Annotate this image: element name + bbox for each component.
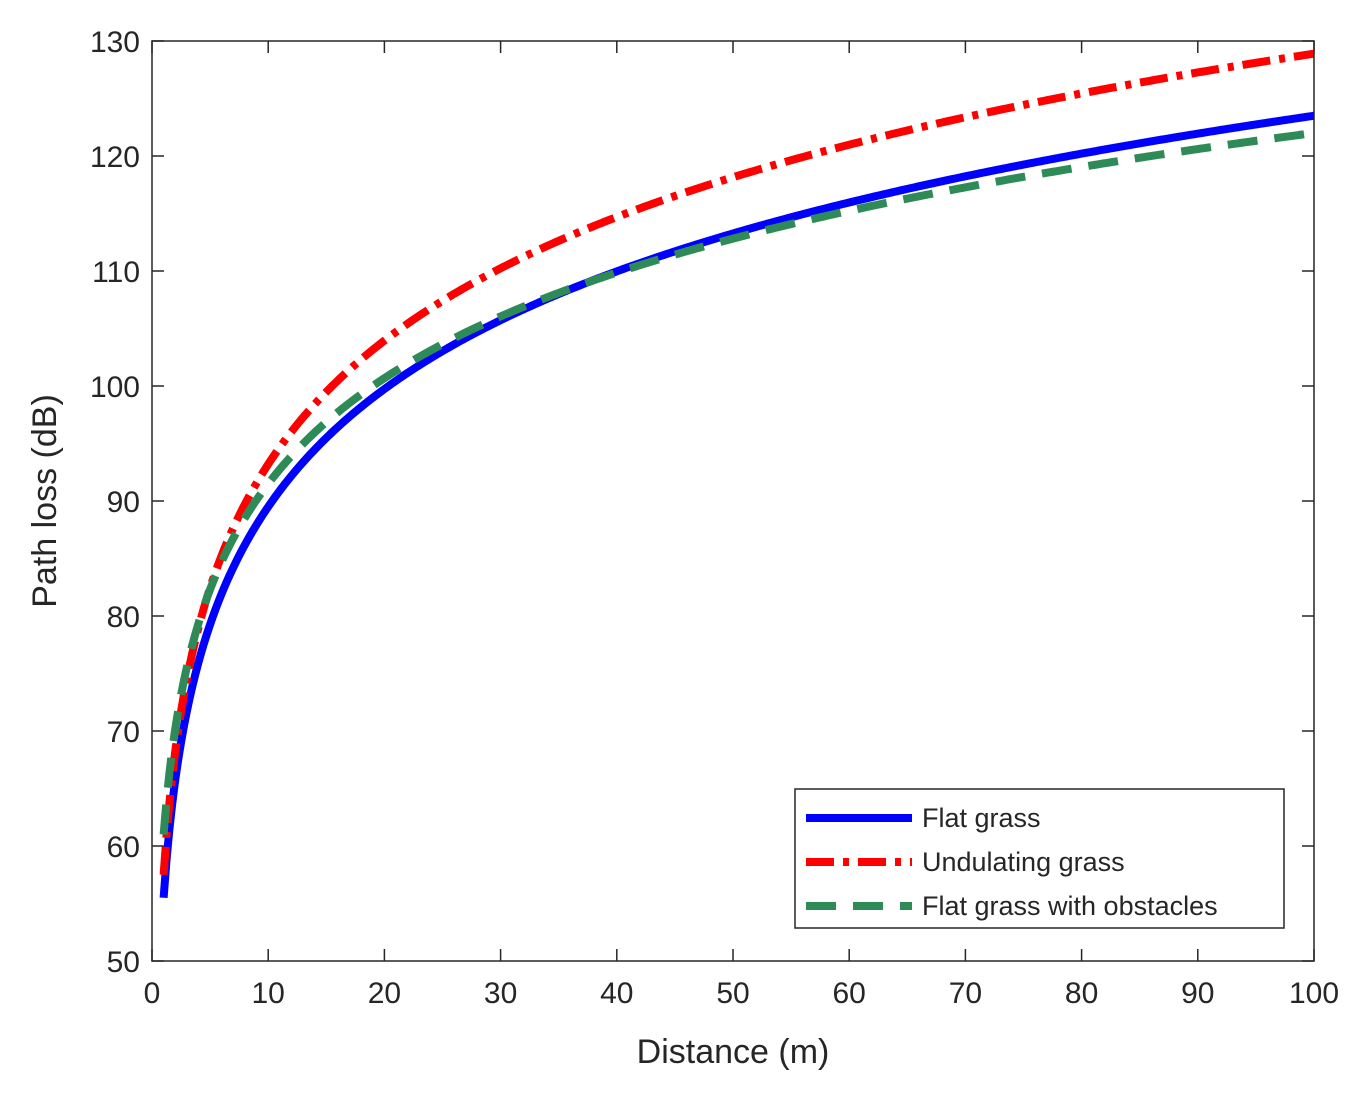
series-line-undulating-grass: [159, 49, 1316, 876]
y-tick-label: 130: [90, 26, 140, 59]
x-tick-label: 0: [144, 977, 161, 1010]
x-tick-label: 90: [1181, 977, 1214, 1010]
y-axis-label: Path loss (dB): [26, 394, 64, 608]
y-tick-label: 60: [107, 831, 140, 864]
y-tick-label: 120: [90, 141, 140, 174]
legend: Flat grass Undulating grass Flat grass w…: [794, 788, 1285, 929]
x-tick-label: 30: [484, 977, 517, 1010]
tick-layer: 0 10 20 30 40 50 60 70 80 90 100 50 60 70 80 90 100 110 12…: [90, 26, 1339, 1010]
x-tick-label: 60: [833, 977, 866, 1010]
y-tick-label: 70: [107, 716, 140, 749]
x-tick-label: 100: [1289, 977, 1339, 1010]
y-tick-label: 110: [92, 256, 140, 289]
x-tick-label: 80: [1065, 977, 1098, 1010]
x-tick-label: 20: [368, 977, 401, 1010]
y-tick-label: 90: [107, 486, 140, 519]
legend-label-flat-grass-with-obstacles: Flat grass with obstacles: [922, 891, 1218, 921]
x-tick-label: 10: [252, 977, 285, 1010]
x-axis-label: Distance (m): [637, 1033, 830, 1071]
legend-label-undulating-grass: Undulating grass: [922, 847, 1125, 877]
y-tick-label: 50: [107, 946, 140, 979]
legend-label-flat-grass: Flat grass: [922, 803, 1041, 833]
series-line-flat-grass-with-obstacles: [159, 129, 1316, 835]
x-tick-label: 40: [600, 977, 633, 1010]
x-tick-label: 50: [716, 977, 749, 1010]
y-tick-label: 80: [107, 601, 140, 634]
x-tick-label: 70: [949, 977, 982, 1010]
series-layer: [159, 49, 1316, 899]
series-line-flat-grass: [159, 111, 1316, 899]
y-tick-label: 100: [90, 371, 140, 404]
